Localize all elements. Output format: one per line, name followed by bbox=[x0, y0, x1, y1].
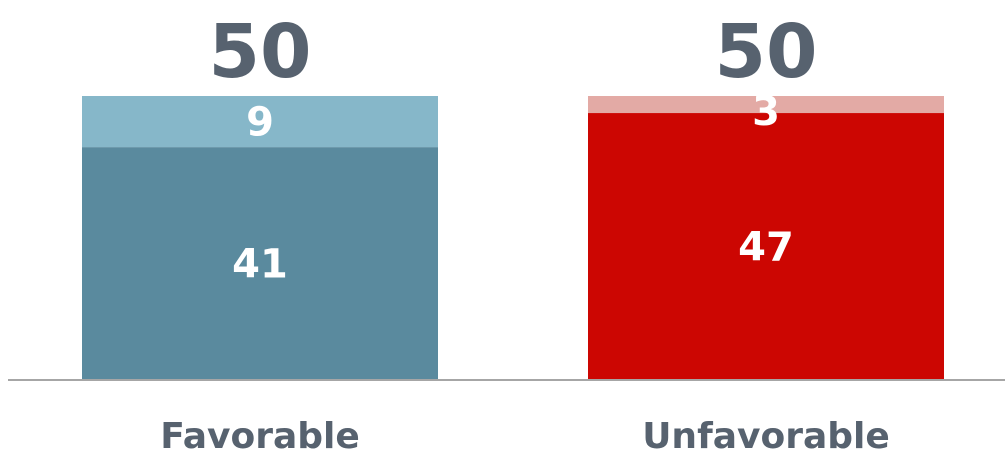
segment-label-favorable-base: 41 bbox=[232, 242, 288, 288]
bars-layer bbox=[82, 96, 944, 380]
bar-segment-favorable-top bbox=[82, 96, 438, 148]
labels-layer: 50 50 41 9 47 3 Favorable Unfavorable bbox=[160, 9, 890, 455]
bar-segment-unfavorable-top bbox=[588, 96, 944, 114]
bar-segment-unfavorable-base bbox=[588, 113, 944, 380]
category-label-favorable: Favorable bbox=[160, 416, 360, 455]
segment-label-unfavorable-base: 47 bbox=[738, 225, 794, 271]
segment-label-unfavorable-top: 3 bbox=[752, 89, 780, 135]
total-label-favorable: 50 bbox=[209, 9, 312, 95]
category-label-unfavorable: Unfavorable bbox=[642, 416, 890, 455]
bar-segment-favorable-base bbox=[82, 147, 438, 380]
segment-label-favorable-top: 9 bbox=[246, 100, 274, 146]
total-label-unfavorable: 50 bbox=[715, 9, 818, 95]
